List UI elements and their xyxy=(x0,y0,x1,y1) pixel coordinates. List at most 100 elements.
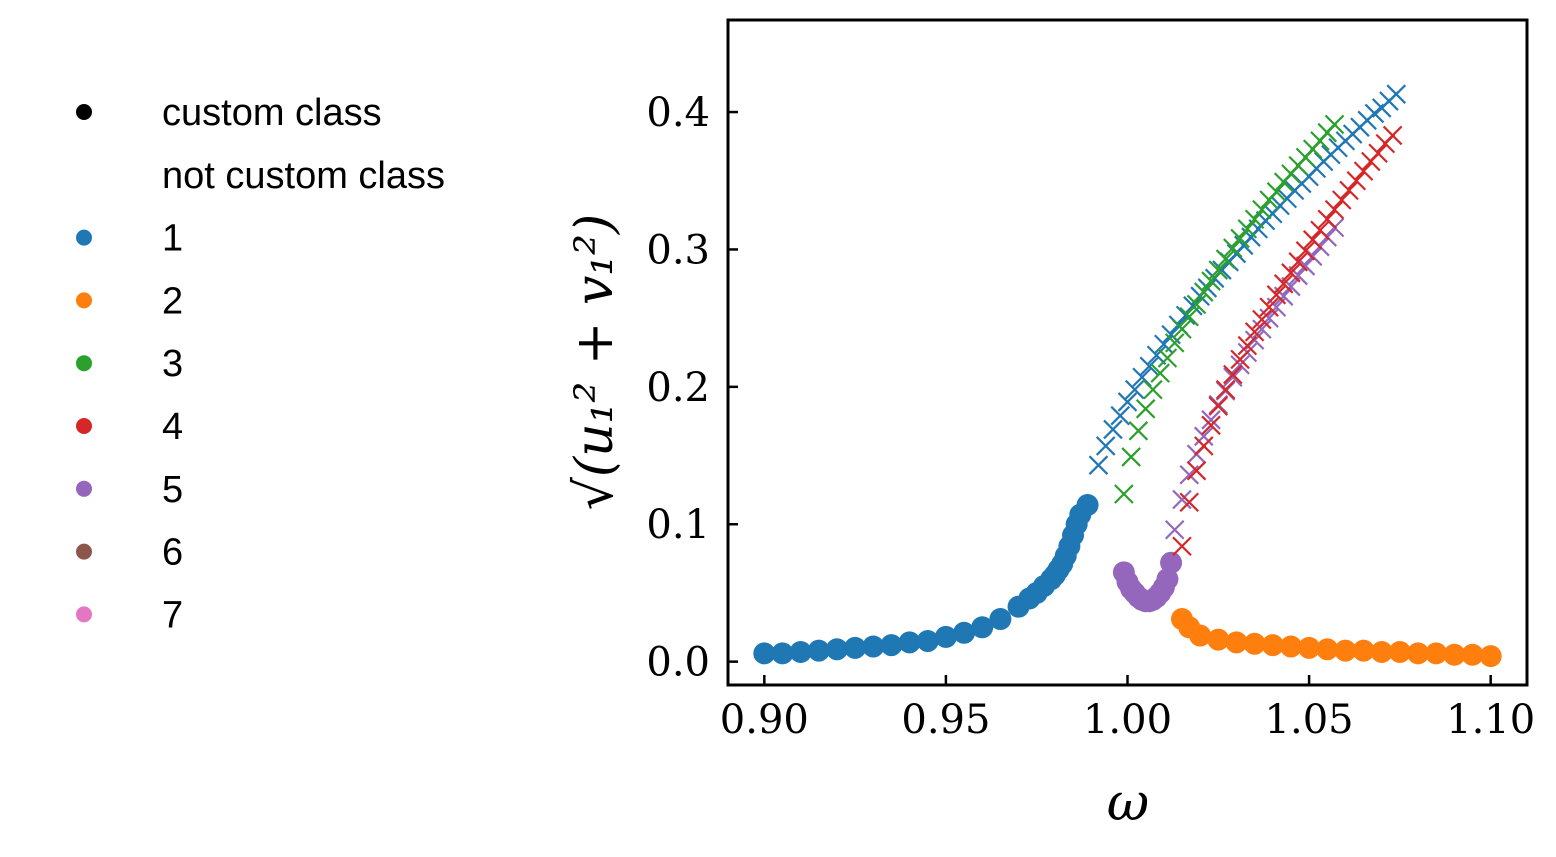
legend-item: 3 xyxy=(76,343,183,385)
data-point-x xyxy=(1135,399,1156,419)
data-point xyxy=(1298,636,1321,659)
y-tick-label: 0.2 xyxy=(646,365,710,411)
data-point xyxy=(825,638,848,661)
x-tick-label: 1.10 xyxy=(1446,697,1535,743)
data-point xyxy=(844,636,867,659)
data-point-x xyxy=(1223,367,1243,388)
data-marks xyxy=(753,84,1502,668)
data-point xyxy=(934,625,957,648)
legend-label: 6 xyxy=(162,532,183,574)
series-4-x xyxy=(1172,125,1403,557)
data-point xyxy=(1160,551,1183,574)
series-5-x xyxy=(1164,217,1345,540)
legend-label: 7 xyxy=(162,594,183,636)
data-point-x xyxy=(1223,364,1243,385)
data-point-x xyxy=(1208,396,1229,416)
series-1-dot xyxy=(753,494,1099,665)
data-point-x xyxy=(1215,249,1236,269)
data-point-x xyxy=(1088,455,1109,475)
data-point-x xyxy=(1237,219,1258,239)
x-axis-label: ω xyxy=(1107,773,1149,833)
plot-area: 0.90 0.95 1.00 1.05 1.10 0.0 0.1 0.2 0.3 0.4 xyxy=(646,18,1535,743)
data-point-x xyxy=(1281,263,1301,283)
data-point xyxy=(1156,568,1179,591)
data-point-x xyxy=(1193,282,1214,302)
data-point-x xyxy=(1353,161,1374,181)
data-point-x xyxy=(1317,209,1338,230)
data-point xyxy=(1316,638,1339,661)
data-point-x xyxy=(1114,484,1134,504)
series-2-dot xyxy=(1170,608,1502,668)
data-point-x xyxy=(1237,335,1258,356)
data-point xyxy=(1443,643,1466,666)
data-point xyxy=(1461,643,1484,666)
data-point-x xyxy=(1103,419,1123,440)
data-point-x xyxy=(1201,415,1221,436)
data-point-x xyxy=(1215,379,1236,400)
legend-label: custom class xyxy=(162,92,382,134)
data-point-x xyxy=(1172,319,1192,339)
data-point-x xyxy=(1201,410,1221,430)
data-point-x xyxy=(1193,426,1214,447)
data-point-x xyxy=(1179,492,1200,513)
data-point-x xyxy=(1186,294,1207,315)
data-point xyxy=(1425,642,1448,665)
data-point-x xyxy=(1143,379,1163,400)
legend-marker xyxy=(76,480,92,497)
legend-item: 1 xyxy=(76,218,183,260)
legend-item: 6 xyxy=(76,532,183,574)
data-point xyxy=(789,641,812,664)
data-point-x xyxy=(1208,260,1229,280)
data-point-x xyxy=(1386,84,1407,104)
y-axis-ticks: 0.0 0.1 0.2 0.3 0.4 xyxy=(646,90,738,686)
legend-label: 1 xyxy=(162,218,183,260)
data-point-x xyxy=(1244,322,1265,342)
data-point-x xyxy=(1339,180,1359,201)
data-point-x xyxy=(1146,345,1167,366)
legend-item: 7 xyxy=(76,594,183,636)
series-3-x xyxy=(1114,114,1345,504)
data-point-x xyxy=(1259,297,1279,317)
legend-item: not custom class xyxy=(162,155,445,197)
legend-label: 5 xyxy=(162,469,183,511)
data-point xyxy=(807,639,830,662)
data-point-x xyxy=(1302,230,1323,250)
data-point xyxy=(989,608,1012,631)
data-point-x xyxy=(1332,190,1352,210)
x-axis-ticks: 0.90 0.95 1.00 1.05 1.10 xyxy=(720,675,1535,743)
x-tick-label: 1.00 xyxy=(1083,697,1172,743)
legend-marker xyxy=(76,606,92,623)
data-point xyxy=(1334,639,1357,662)
data-point xyxy=(898,631,921,654)
data-point-x xyxy=(1244,209,1265,230)
data-point-x xyxy=(1252,319,1272,339)
y-axis-label-text: √(u₁² + v₁²) xyxy=(565,214,625,511)
data-point-x xyxy=(1281,276,1301,297)
legend-item: 4 xyxy=(76,406,183,448)
legend-item: 2 xyxy=(76,280,183,322)
y-axis-label: √(u₁² + v₁²) xyxy=(565,214,625,511)
series-5-dot xyxy=(1112,551,1183,613)
data-point-x xyxy=(1310,220,1330,240)
data-point-x xyxy=(1288,252,1308,272)
series-1-x xyxy=(1088,84,1407,475)
data-point-x xyxy=(1266,285,1287,305)
legend-item: custom class xyxy=(76,92,382,134)
data-point-x xyxy=(1193,436,1214,456)
data-point-x xyxy=(1346,170,1367,191)
x-tick-label: 0.90 xyxy=(720,697,809,743)
data-point-x xyxy=(1117,392,1138,412)
data-point-x xyxy=(1273,274,1294,294)
legend-label: 3 xyxy=(162,343,183,385)
data-point-x xyxy=(1172,489,1192,510)
data-point-x xyxy=(1095,436,1116,456)
data-point xyxy=(1207,628,1230,651)
data-point-x xyxy=(1368,143,1388,164)
legend-marker xyxy=(76,355,92,372)
data-point-x xyxy=(1324,199,1345,220)
legend-marker xyxy=(76,418,92,434)
data-point-x xyxy=(1164,333,1185,353)
data-point xyxy=(1189,624,1212,647)
data-point-x xyxy=(1266,181,1287,202)
